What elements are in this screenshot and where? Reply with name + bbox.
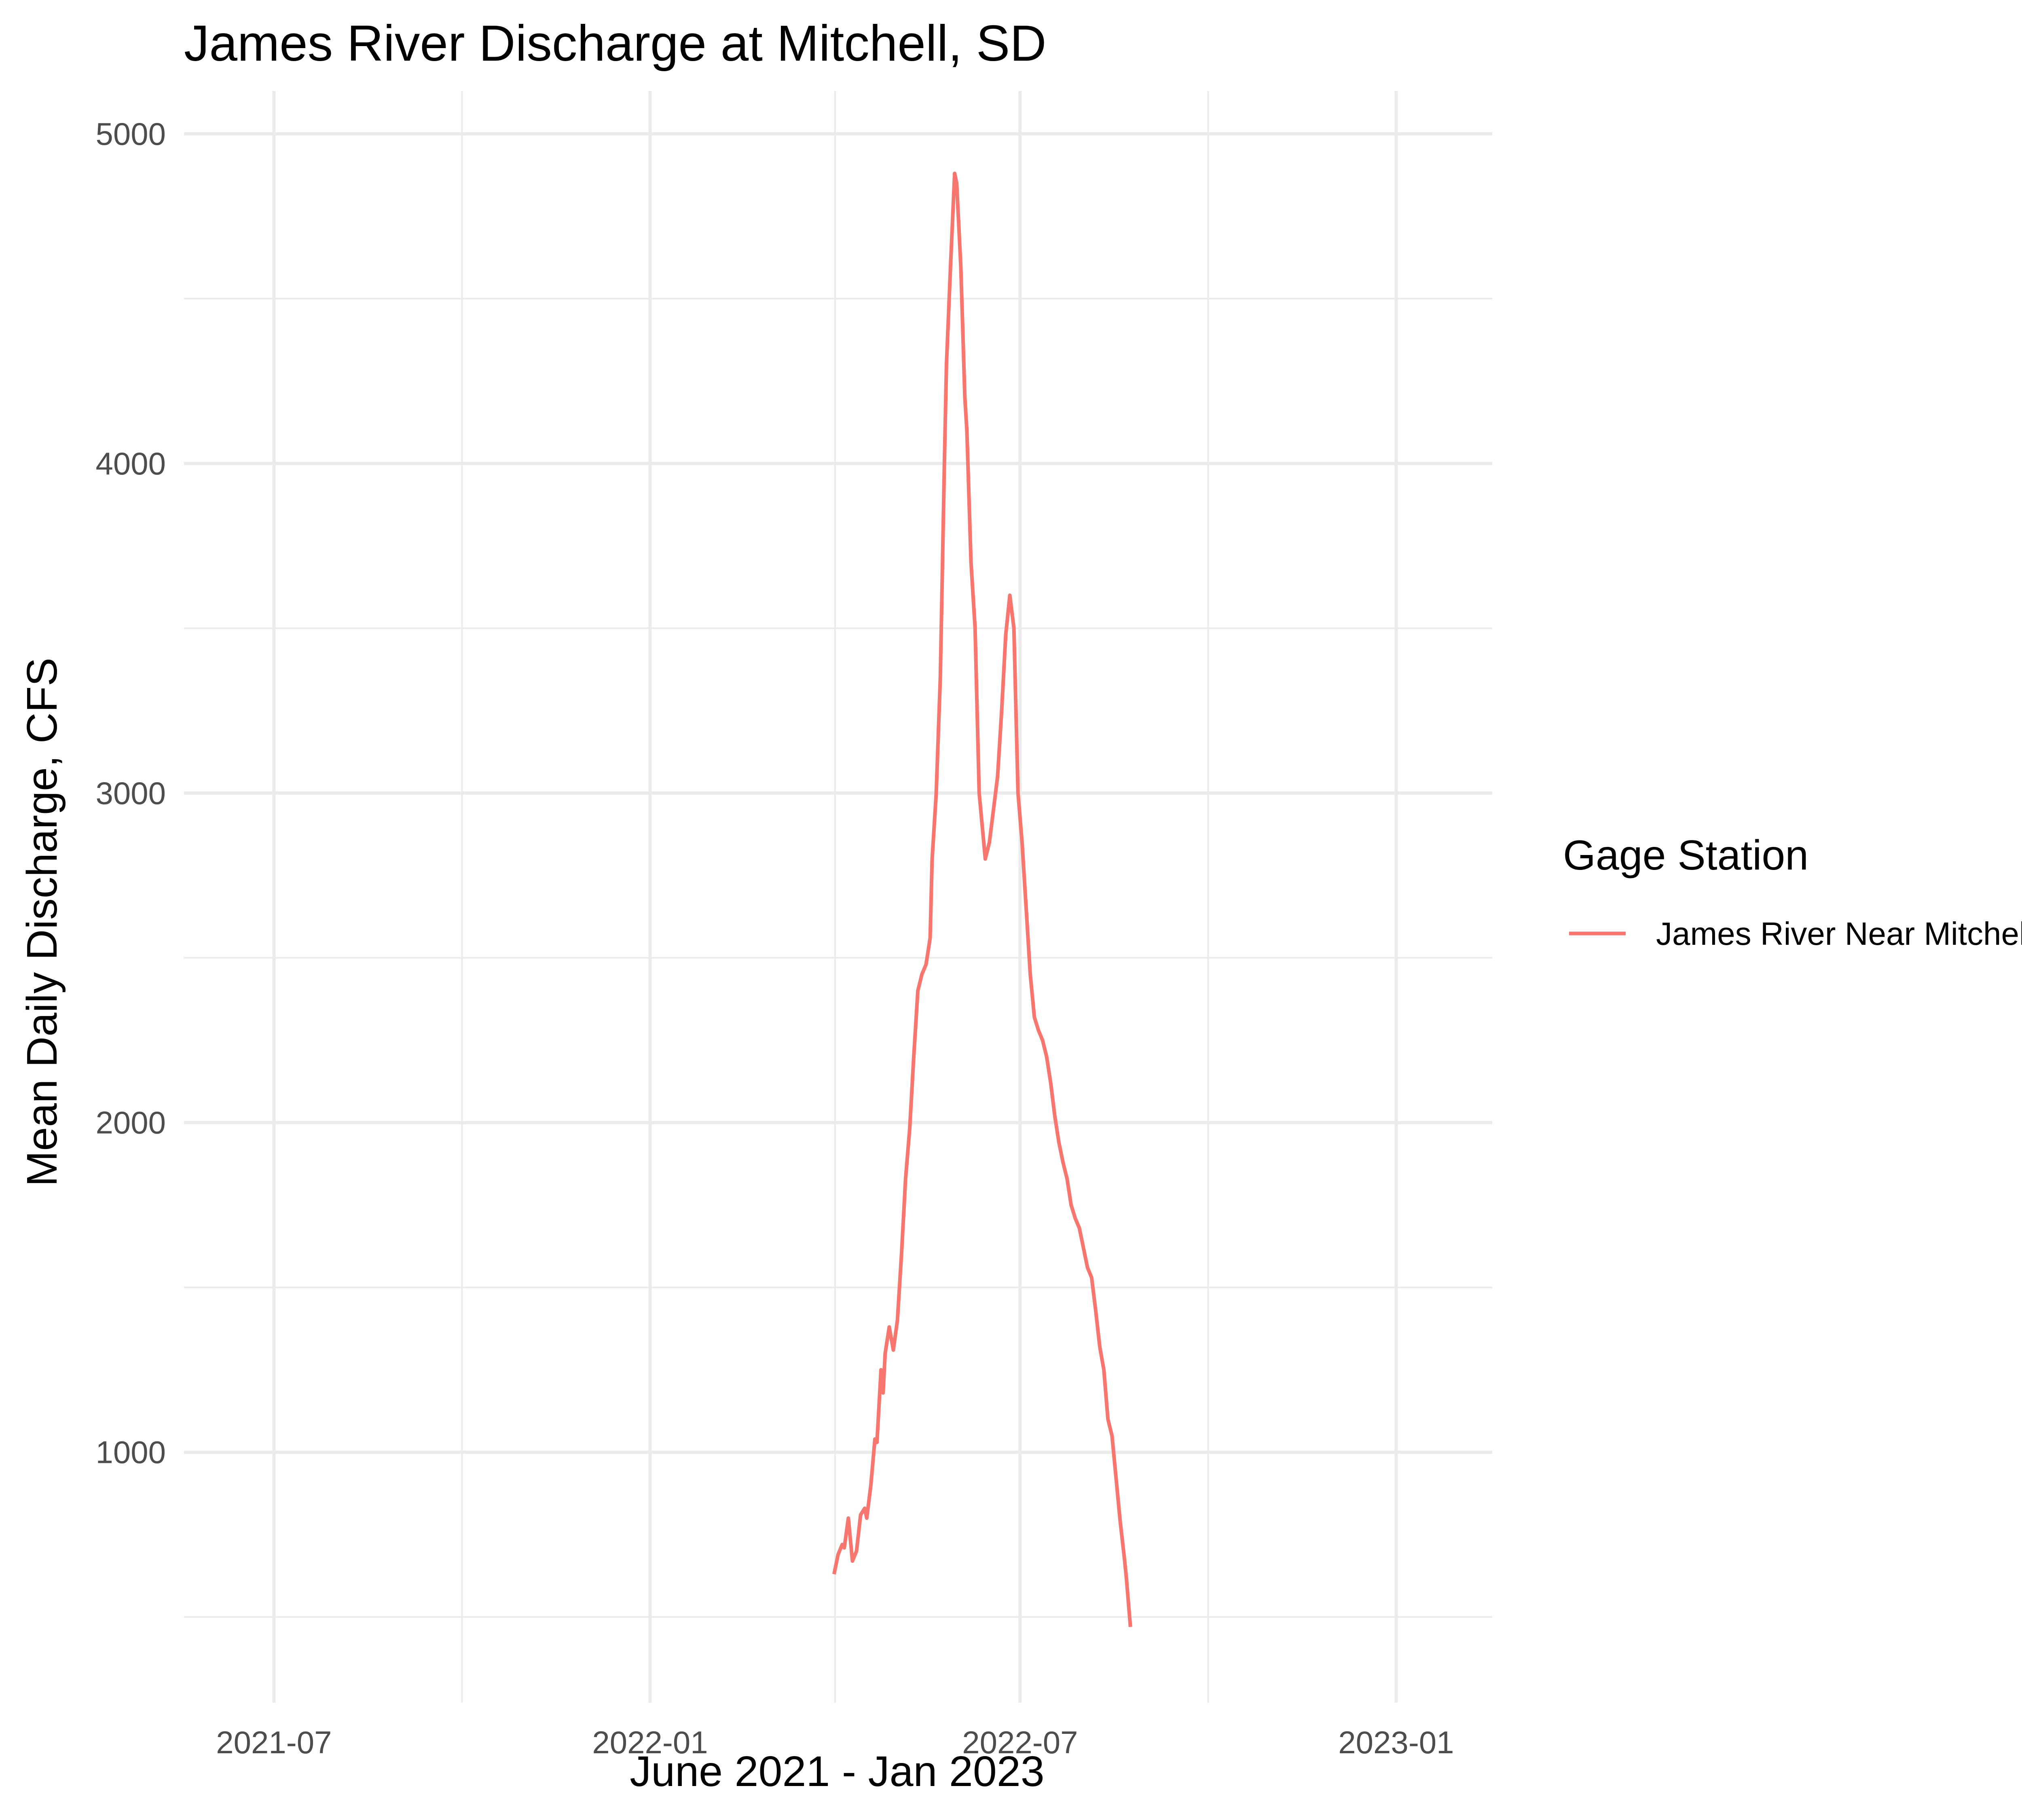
grid (184, 91, 1492, 1703)
x-axis-tick-labels: 2021-07 2022-01 2022-07 2023-01 (216, 1725, 1454, 1760)
legend: Gage Station James River Near Mitchell (1563, 832, 2022, 952)
legend-title: Gage Station (1563, 832, 1808, 879)
y-tick-label: 2000 (95, 1105, 166, 1141)
legend-label-james-river-near-mitchell: James River Near Mitchell (1656, 916, 2022, 952)
series-layer (832, 171, 1132, 1627)
y-axis-title: Mean Daily Discharge, CFS (18, 658, 66, 1187)
series-line-james-river-near-mitchell (832, 171, 1132, 1627)
x-tick-label: 2021-07 (216, 1725, 332, 1760)
y-axis-tick-labels: 1000 2000 3000 4000 5000 (95, 116, 166, 1470)
x-tick-label: 2023-01 (1338, 1725, 1454, 1760)
x-axis-title: June 2021 - Jan 2023 (630, 1748, 1044, 1795)
y-tick-label: 3000 (95, 775, 166, 811)
y-tick-label: 4000 (95, 446, 166, 481)
x-tick-label: 2022-01 (592, 1725, 708, 1760)
x-tick-label: 2022-07 (962, 1725, 1078, 1760)
y-tick-label: 1000 (95, 1435, 166, 1470)
y-tick-label: 5000 (95, 116, 166, 152)
chart-title: James River Discharge at Mitchell, SD (184, 15, 1047, 72)
